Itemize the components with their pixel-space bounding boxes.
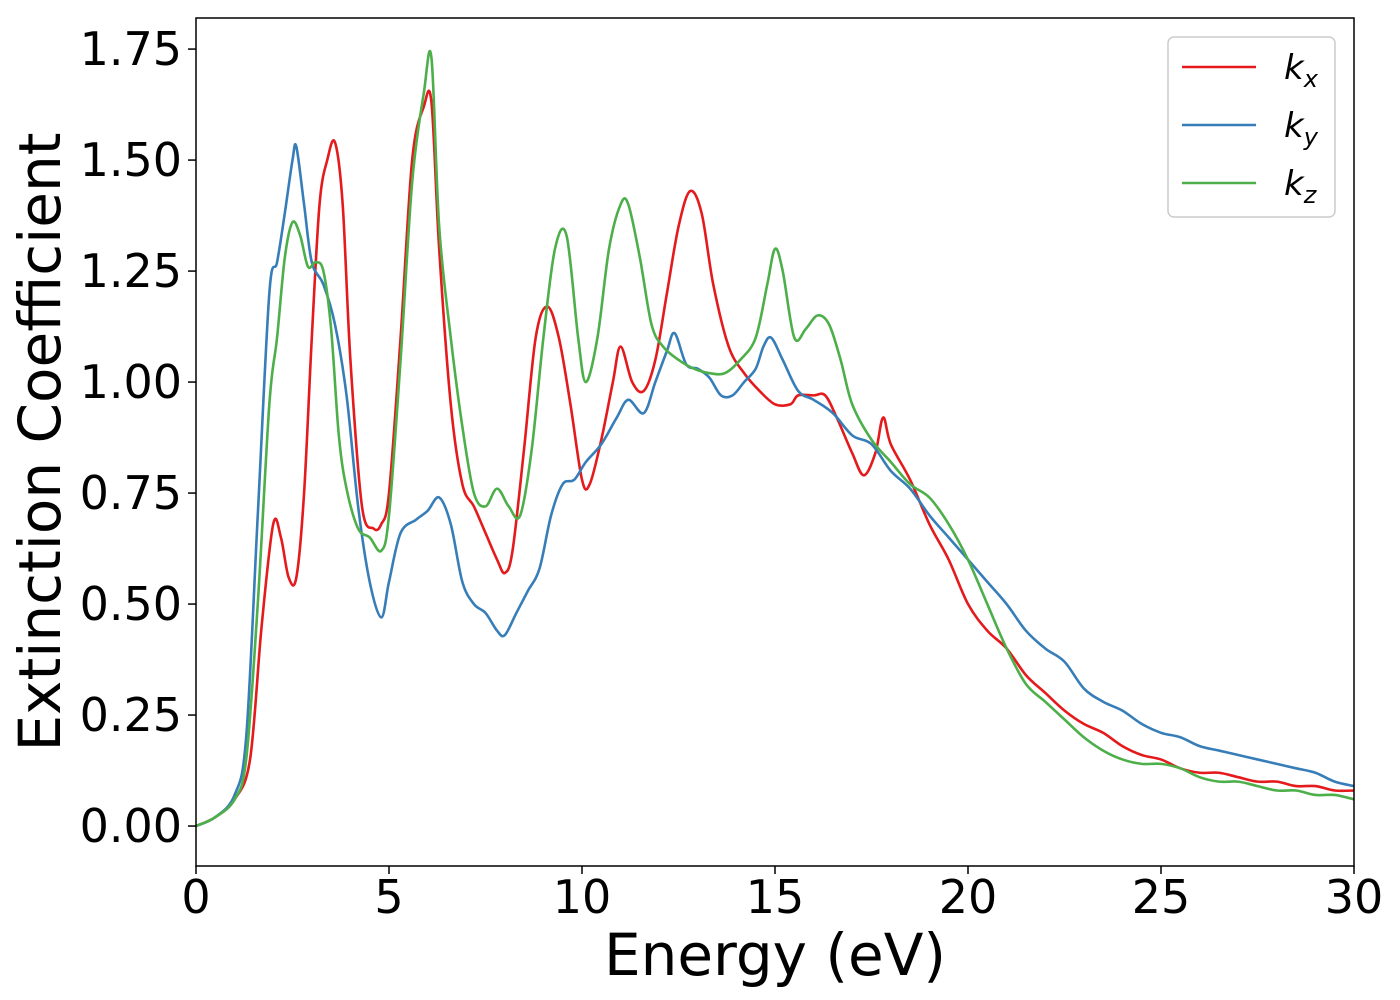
x-tick-label: 0 — [181, 870, 210, 924]
x-tick-label: 20 — [939, 870, 998, 924]
series-line-kz — [196, 49, 1354, 828]
series-line-kx — [196, 89, 1354, 828]
x-tick-label: 10 — [553, 870, 612, 924]
y-axis-title: Extinction Coefficient — [6, 133, 74, 752]
y-tick-label: 0.25 — [80, 688, 182, 742]
x-tick-label: 15 — [746, 870, 805, 924]
y-tick-label: 0.50 — [80, 577, 182, 631]
legend-box — [1167, 36, 1336, 218]
x-axis: 0 5 10 15 20 25 30 — [181, 866, 1383, 924]
x-tick-label: 30 — [1325, 870, 1384, 924]
y-tick-label: 1.50 — [80, 133, 182, 187]
x-tick-label: 25 — [1132, 870, 1191, 924]
plot-series-group — [196, 49, 1354, 828]
y-tick-label: 1.00 — [80, 355, 182, 409]
y-tick-label: 0.75 — [80, 466, 182, 520]
y-axis: 0.00 0.25 0.50 0.75 1.00 1.25 1.50 1.75 — [80, 22, 196, 853]
series-line-ky — [196, 142, 1354, 828]
y-tick-label: 1.25 — [80, 244, 182, 298]
x-axis-title: Energy (eV) — [604, 921, 946, 989]
x-tick-label: 5 — [374, 870, 403, 924]
y-tick-label: 1.75 — [80, 22, 182, 76]
y-tick-label: 0.00 — [80, 799, 182, 853]
